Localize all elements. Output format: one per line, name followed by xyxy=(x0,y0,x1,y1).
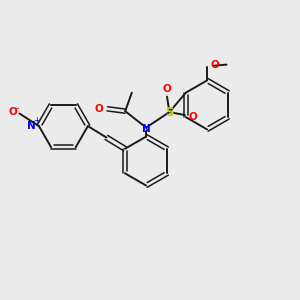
Text: N: N xyxy=(142,124,151,134)
Text: N: N xyxy=(27,121,36,131)
Text: O: O xyxy=(189,112,197,122)
Text: S: S xyxy=(165,106,174,118)
Text: O: O xyxy=(163,84,171,94)
Text: +: + xyxy=(33,116,40,125)
Text: O: O xyxy=(9,107,17,117)
Text: O: O xyxy=(210,60,219,70)
Text: O: O xyxy=(95,104,103,114)
Text: -: - xyxy=(16,103,19,112)
